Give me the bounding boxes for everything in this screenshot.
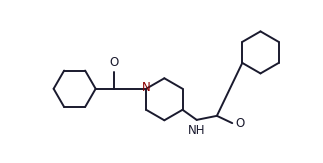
Text: N: N	[142, 81, 151, 94]
Text: O: O	[109, 56, 119, 69]
Text: O: O	[235, 117, 244, 130]
Text: NH: NH	[188, 124, 206, 137]
